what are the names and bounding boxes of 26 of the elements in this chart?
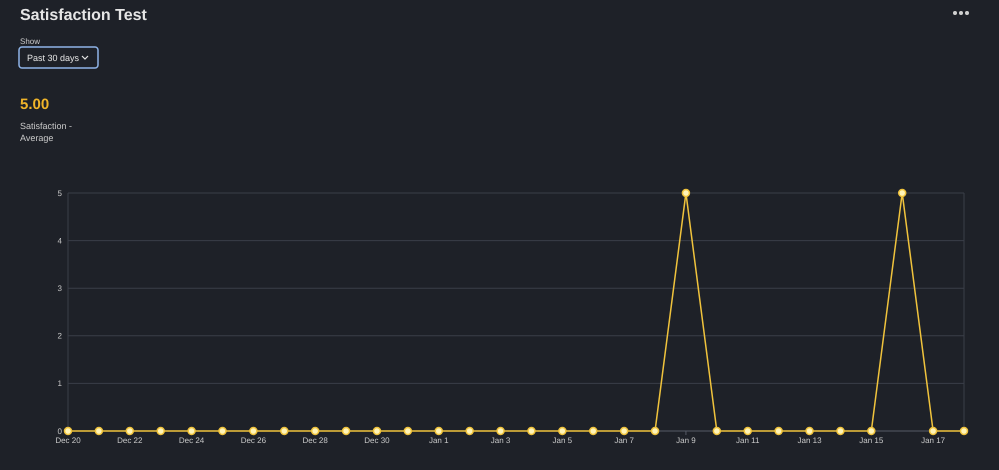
x-tick-label: Jan 15 [859,436,884,445]
text: Show [20,37,40,46]
y-tick-label: 0 [58,426,63,436]
text: 5.00 [20,96,50,113]
y-tick-label: 4 [58,236,63,246]
x-tick-label: Dec 20 [55,436,82,445]
y-tick-label: 2 [58,332,63,341]
text: Satisfaction - Average [20,121,72,143]
x-tick-label: Dec 28 [302,436,328,445]
x-tick-label: Dec 24 [178,436,205,445]
x-tick-label: Jan 7 [614,436,634,445]
x-tick-label: Jan 3 [490,436,511,445]
x-tick-label: Dec 22 [117,436,144,445]
x-tick-label: Jan 9 [676,436,696,445]
x-tick-label: Jan 5 [552,436,573,445]
x-tick-label: Jan 17 [921,436,946,445]
x-tick-label: Jan 13 [798,436,822,445]
y-tick-label: 1 [58,379,63,388]
x-tick-label: Dec 26 [240,436,267,445]
text: Past 30 days [27,53,80,63]
x-tick-label: Jan 11 [736,436,760,445]
chart-title: Satisfaction Test [20,7,148,24]
y-tick-label: 5 [58,188,63,198]
x-tick-label: Dec 30 [364,436,390,445]
x-tick-label: Jan 1 [428,436,450,445]
y-tick-label: 3 [58,284,63,293]
